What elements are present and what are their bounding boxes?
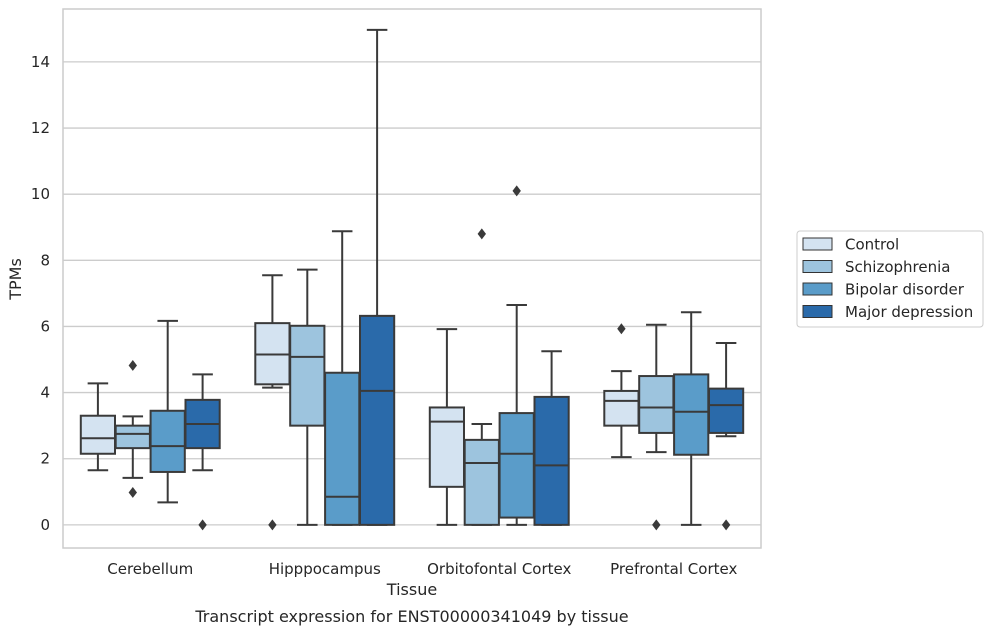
legend: Control Schizophrenia Bipolar disorder Majo…: [796, 230, 984, 328]
x-axis-title: Tissue: [386, 580, 437, 599]
series-schizophrenia: [114, 228, 675, 531]
legend-label: Bipolar disorder: [845, 281, 965, 299]
y-tick-label: 0: [40, 516, 50, 534]
x-tick-label: Prefrontal Cortex: [610, 560, 737, 578]
box-mark: [254, 274, 291, 531]
legend-label: Major depression: [845, 303, 973, 321]
box-mark: [638, 323, 675, 531]
box-mark: [289, 268, 326, 526]
legend-frame: [796, 230, 984, 328]
box-iqr: [603, 389, 640, 427]
legend-items: Control Schizophrenia Bipolar disorder Majo…: [802, 236, 973, 321]
x-tick-label: Cerebellum: [107, 560, 193, 578]
box-mark: [707, 341, 745, 531]
box-mark: [498, 185, 535, 526]
box-iqr: [289, 324, 326, 427]
x-tick-labels: Cerebellum Hipppocampus Orbitofontal Corte…: [107, 560, 737, 578]
box-series: [79, 28, 745, 531]
y-tick-label: 8: [40, 251, 50, 269]
y-tick-label: 4: [40, 384, 50, 402]
box-mark: [79, 382, 117, 472]
y-tick-label: 14: [31, 53, 50, 71]
box-iqr: [149, 409, 186, 473]
box-iqr: [428, 406, 466, 488]
box-iqr: [533, 395, 570, 526]
x-tick-label: Hipppocampus: [269, 560, 381, 578]
box-mark: [428, 328, 466, 526]
outlier-point: [128, 360, 137, 371]
legend-swatch: [802, 282, 833, 296]
box-mark: [463, 228, 500, 526]
y-tick-label: 2: [40, 450, 50, 468]
box-mark: [533, 350, 570, 526]
chart-title: Transcript expression for ENST0000034104…: [194, 607, 628, 626]
box-mark: [184, 373, 221, 531]
box-mark: [149, 319, 186, 504]
box-iqr: [638, 375, 675, 434]
outlier-point: [128, 486, 137, 498]
x-tick-label: Orbitofontal Cortex: [427, 560, 571, 578]
legend-swatch: [802, 237, 833, 251]
y-tick-labels: 0 2 4 6 8 10 12 14: [31, 53, 50, 534]
box-iqr: [673, 373, 710, 456]
outlier-point: [652, 519, 661, 531]
outlier-point: [268, 519, 277, 531]
box-iqr: [358, 314, 396, 526]
outlier-point: [198, 519, 207, 531]
legend-swatch: [802, 260, 833, 273]
legend-swatch: [802, 305, 833, 318]
legend-label: Schizophrenia: [845, 258, 950, 276]
plot-frame: [62, 8, 762, 549]
box-iqr: [114, 424, 151, 450]
box-iqr: [707, 387, 745, 434]
outlier-point: [477, 228, 486, 240]
outlier-point: [617, 323, 626, 335]
box-iqr: [324, 371, 361, 526]
series-major-depression: [184, 28, 745, 531]
legend-label: Control: [845, 236, 899, 254]
box-iqr: [463, 438, 500, 526]
outlier-point: [512, 185, 521, 197]
y-tick-label: 10: [31, 185, 50, 203]
box-mark: [324, 230, 361, 526]
box-mark: [358, 28, 396, 526]
box-iqr: [79, 414, 117, 455]
y-tick-label: 12: [31, 119, 50, 137]
box-mark: [673, 311, 710, 526]
outlier-point: [721, 519, 731, 531]
y-tick-label: 6: [40, 317, 50, 335]
series-bipolar-disorder: [149, 185, 710, 526]
box-iqr: [498, 412, 535, 519]
series-control: [79, 274, 640, 531]
y-axis-title: TPMs: [6, 258, 25, 301]
